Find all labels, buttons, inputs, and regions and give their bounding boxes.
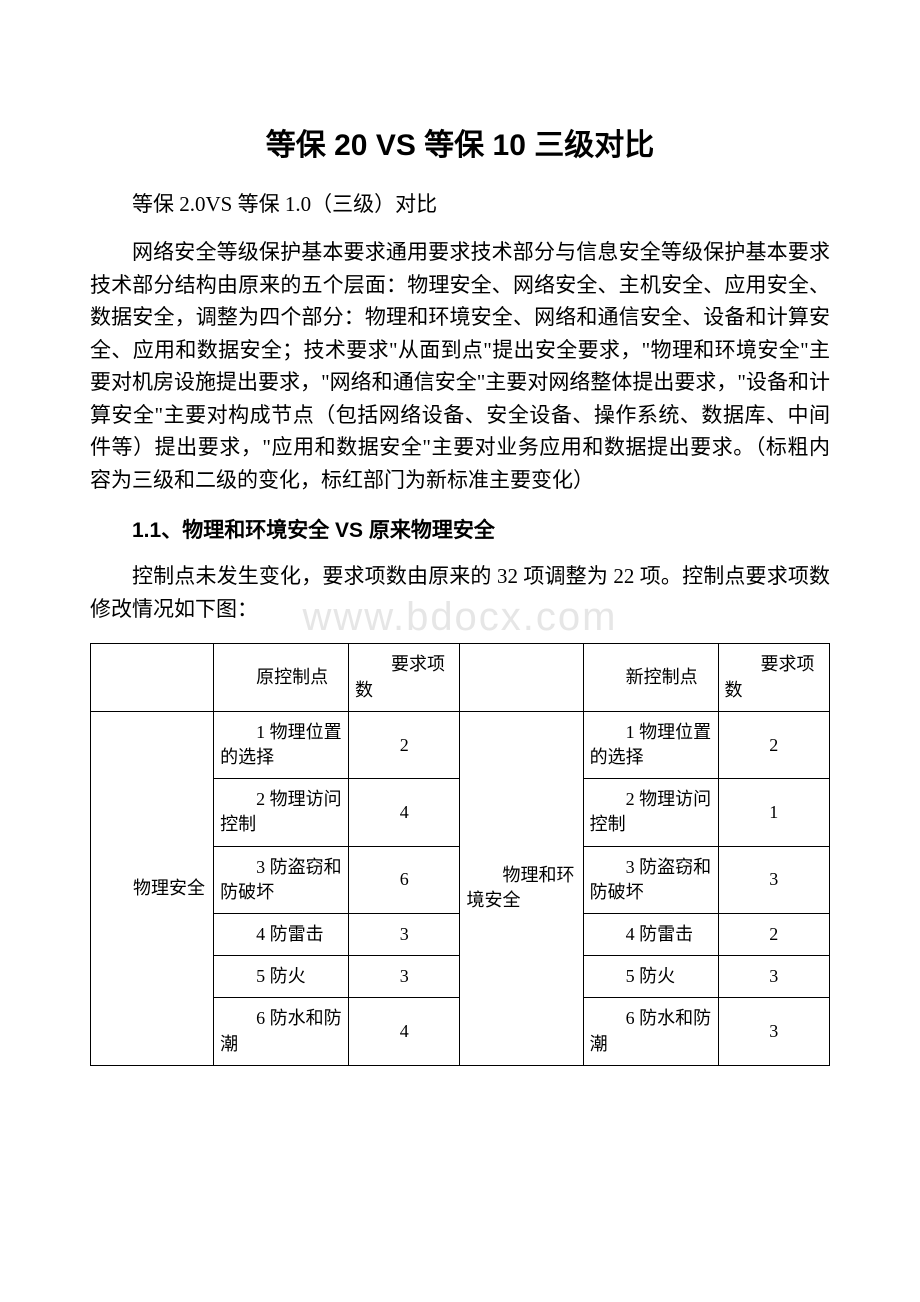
old-item-cell: 1 物理位置的选择 bbox=[214, 711, 349, 778]
old-count-cell: 3 bbox=[349, 956, 460, 998]
table-row: 物理安全 1 物理位置的选择 2 物理和环境安全 1 物理位置的选择 2 bbox=[91, 711, 830, 778]
header-new-point: 新控制点 bbox=[583, 644, 718, 711]
old-item-cell: 5 防火 bbox=[214, 956, 349, 998]
new-count-cell: 2 bbox=[718, 913, 829, 955]
header-new-count: 要求项数 bbox=[718, 644, 829, 711]
new-count-cell: 2 bbox=[718, 711, 829, 778]
section-body: 控制点未发生变化，要求项数由原来的 32 项调整为 22 项。控制点要求项数修改… bbox=[90, 560, 830, 625]
old-count-cell: 6 bbox=[349, 846, 460, 913]
new-item-cell: 3 防盗窃和防破坏 bbox=[583, 846, 718, 913]
new-item-cell: 6 防水和防潮 bbox=[583, 998, 718, 1065]
old-item-cell: 3 防盗窃和防破坏 bbox=[214, 846, 349, 913]
header-old-point: 原控制点 bbox=[214, 644, 349, 711]
old-item-cell: 6 防水和防潮 bbox=[214, 998, 349, 1065]
new-item-cell: 1 物理位置的选择 bbox=[583, 711, 718, 778]
old-item-cell: 4 防雷击 bbox=[214, 913, 349, 955]
table-header-row: 原控制点 要求项数 新控制点 要求项数 bbox=[91, 644, 830, 711]
section-heading: 1.1、物理和环境安全 VS 原来物理安全 bbox=[90, 514, 830, 544]
old-item-cell: 2 物理访问控制 bbox=[214, 779, 349, 846]
new-item-cell: 4 防雷击 bbox=[583, 913, 718, 955]
new-category-cell: 物理和环境安全 bbox=[460, 711, 583, 1065]
new-count-cell: 3 bbox=[718, 846, 829, 913]
old-count-cell: 3 bbox=[349, 913, 460, 955]
old-count-cell: 4 bbox=[349, 998, 460, 1065]
new-count-cell: 3 bbox=[718, 956, 829, 998]
old-count-cell: 4 bbox=[349, 779, 460, 846]
new-count-cell: 1 bbox=[718, 779, 829, 846]
old-count-cell: 2 bbox=[349, 711, 460, 778]
subtitle: 等保 2.0VS 等保 1.0（三级）对比 bbox=[90, 188, 830, 218]
page-title: 等保 20 VS 等保 10 三级对比 bbox=[90, 120, 830, 164]
new-count-cell: 3 bbox=[718, 998, 829, 1065]
header-empty-2 bbox=[460, 644, 583, 711]
new-item-cell: 2 物理访问控制 bbox=[583, 779, 718, 846]
old-category-cell: 物理安全 bbox=[91, 711, 214, 1065]
header-empty bbox=[91, 644, 214, 711]
comparison-table: 原控制点 要求项数 新控制点 要求项数 物理安全 1 物理位置的选择 2 物理和… bbox=[90, 643, 830, 1065]
new-item-cell: 5 防火 bbox=[583, 956, 718, 998]
intro-paragraph: 网络安全等级保护基本要求通用要求技术部分与信息安全等级保护基本要求技术部分结构由… bbox=[90, 236, 830, 496]
header-old-count: 要求项数 bbox=[349, 644, 460, 711]
document-content: 等保 20 VS 等保 10 三级对比 等保 2.0VS 等保 1.0（三级）对… bbox=[90, 120, 830, 1066]
